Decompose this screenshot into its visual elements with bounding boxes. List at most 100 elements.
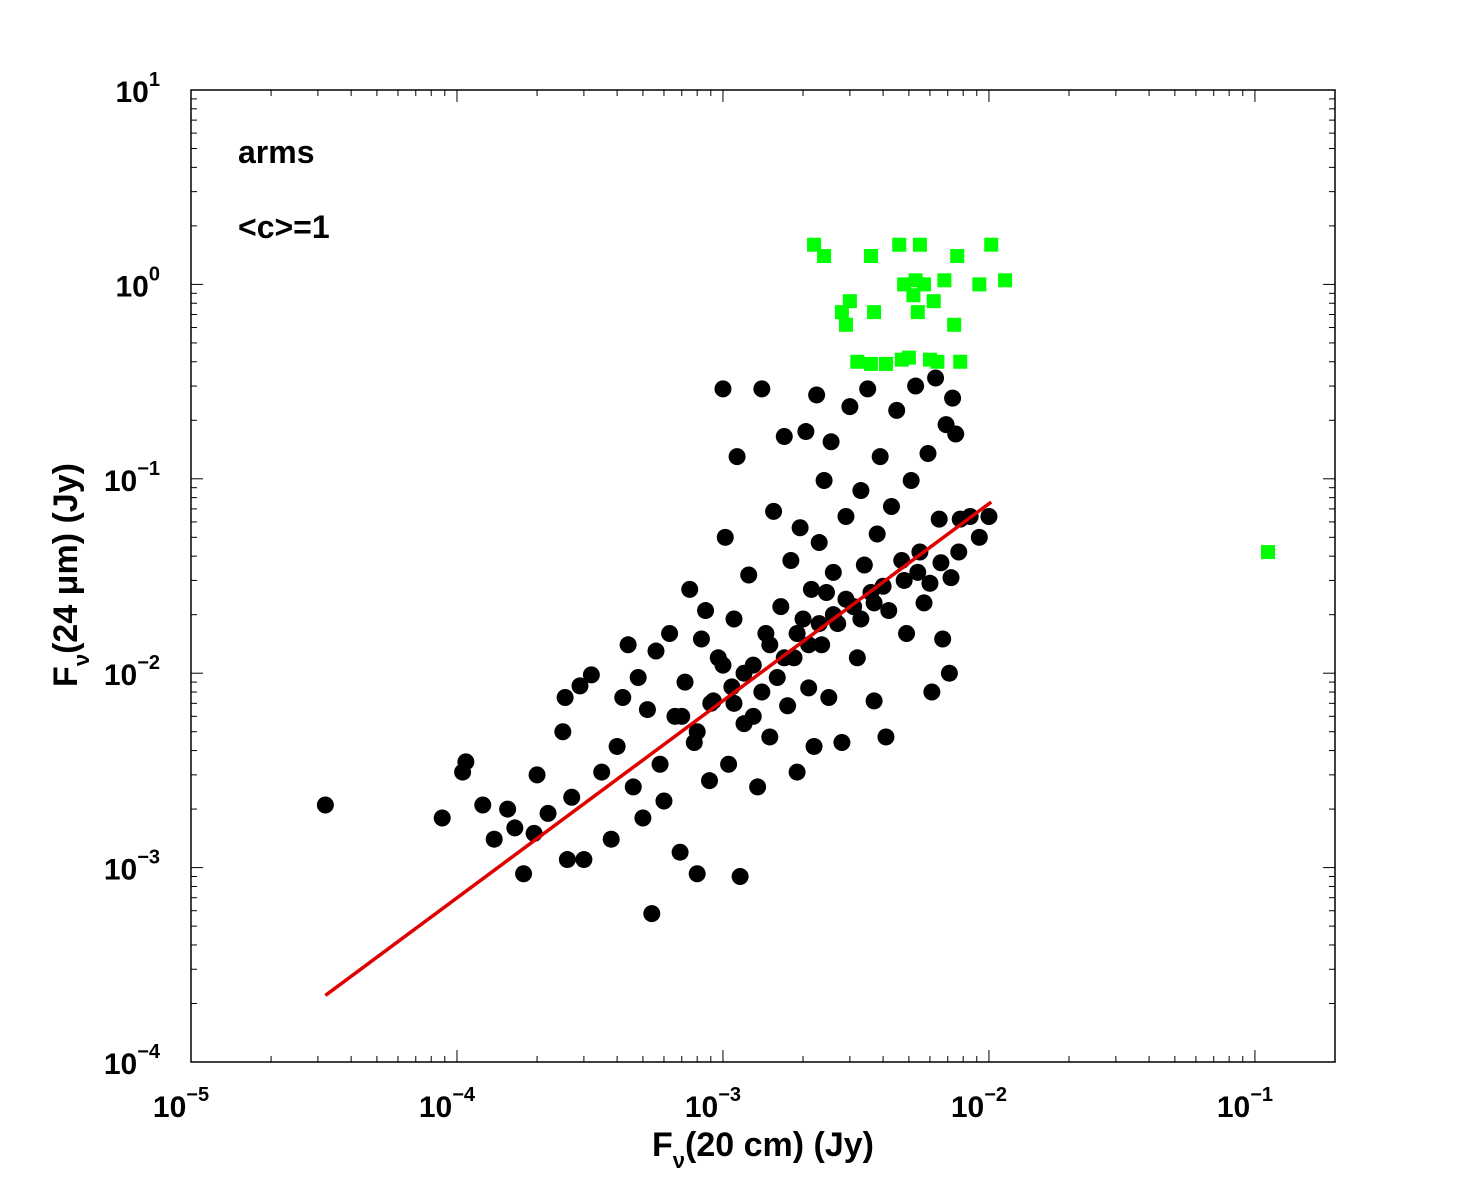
- data-point-circle: [837, 507, 855, 525]
- data-point-circle: [940, 664, 958, 682]
- data-point-circle: [593, 763, 611, 781]
- data-point-circle: [950, 543, 968, 561]
- data-point-square: [912, 237, 927, 252]
- data-point-circle: [907, 377, 925, 395]
- data-point-circle: [697, 602, 715, 620]
- plot-area-frame: [190, 89, 1336, 1063]
- data-point-square: [838, 317, 853, 332]
- data-point-circle: [720, 755, 738, 773]
- data-point-circle: [457, 753, 475, 771]
- data-point-circle: [848, 649, 866, 667]
- data-point-circle: [898, 625, 916, 643]
- data-point-circle: [779, 697, 797, 715]
- data-point-circle: [602, 830, 620, 848]
- x-tick-label: 10−5: [153, 1084, 209, 1124]
- data-point-circle: [629, 669, 647, 687]
- data-point-square: [850, 354, 865, 369]
- data-point-circle: [499, 800, 517, 818]
- data-point-circle: [859, 380, 877, 398]
- annotation-region: arms: [238, 134, 315, 170]
- data-point-circle: [768, 669, 786, 687]
- data-point-circle: [624, 778, 642, 796]
- data-point-circle: [880, 602, 898, 620]
- data-point-circle: [841, 398, 859, 416]
- data-point-circle: [692, 630, 710, 648]
- data-point-circle: [930, 510, 948, 528]
- data-point-circle: [782, 551, 800, 569]
- data-point-circle: [316, 796, 334, 814]
- y-tick-label: 101: [116, 69, 161, 109]
- data-point-circle: [575, 851, 593, 869]
- x-tick-label: 10−3: [685, 1084, 741, 1124]
- data-point-circle: [638, 701, 656, 719]
- data-point-circle: [655, 792, 673, 810]
- data-point-circle: [810, 534, 828, 552]
- data-point-circle: [772, 598, 790, 616]
- data-point-circle: [947, 425, 965, 443]
- data-point-circle: [805, 737, 823, 755]
- data-point-circle: [874, 577, 892, 595]
- data-point-circle: [791, 519, 809, 537]
- data-point-square: [926, 294, 941, 309]
- data-point-square: [910, 305, 925, 320]
- data-point-circle: [749, 778, 767, 796]
- data-point-square: [867, 305, 882, 320]
- data-point-square: [947, 317, 962, 332]
- data-point-circle: [735, 664, 753, 682]
- data-point-square: [972, 277, 987, 292]
- data-point-circle: [731, 867, 749, 885]
- y-tick-label: 10−4: [104, 1041, 161, 1081]
- annotation-c-value: <c>=1: [238, 209, 330, 245]
- data-point-circle: [728, 448, 746, 466]
- data-point-circle: [855, 556, 873, 574]
- data-point-square: [863, 248, 878, 263]
- data-point-square: [863, 356, 878, 371]
- data-point-circle: [932, 554, 950, 572]
- data-point-circle: [761, 728, 779, 746]
- data-point-circle: [753, 380, 771, 398]
- data-point-circle: [761, 636, 779, 654]
- data-point-circle: [701, 772, 719, 790]
- data-point-circle: [794, 610, 812, 628]
- data-point-square: [937, 273, 952, 288]
- data-point-circle: [824, 563, 842, 581]
- data-point-circle: [714, 656, 732, 674]
- data-point-square: [817, 248, 832, 263]
- data-point-circle: [515, 865, 533, 883]
- data-point-circle: [802, 580, 820, 598]
- data-point-circle: [852, 610, 870, 628]
- data-point-circle: [817, 584, 835, 602]
- data-point-circle: [902, 472, 920, 490]
- data-point-circle: [882, 498, 900, 516]
- data-point-circle: [815, 472, 833, 490]
- data-point-circle: [921, 574, 939, 592]
- data-point-circle: [788, 625, 806, 643]
- x-tick-labels: 10−5 10−4 10−3 10−2 10−1: [153, 1084, 1273, 1124]
- data-point-circle: [651, 755, 669, 773]
- green-square-series: [807, 237, 1276, 560]
- data-point-circle: [865, 692, 883, 710]
- data-point-square: [917, 277, 932, 292]
- data-point-circle: [740, 566, 758, 584]
- data-point-circle: [744, 707, 762, 725]
- data-point-circle: [820, 688, 838, 706]
- data-point-circle: [716, 528, 734, 546]
- data-point-circle: [944, 389, 962, 407]
- data-point-circle: [681, 580, 699, 598]
- x-tick-label: 10−2: [951, 1084, 1007, 1124]
- data-point-circle: [788, 763, 806, 781]
- data-point-circle: [765, 502, 783, 520]
- data-point-circle: [970, 528, 988, 546]
- data-point-circle: [582, 666, 600, 684]
- data-point-circle: [506, 819, 524, 837]
- data-point-square: [950, 248, 965, 263]
- data-point-square: [878, 356, 893, 371]
- data-point-circle: [688, 865, 706, 883]
- data-point-circle: [608, 737, 626, 755]
- data-point-circle: [671, 843, 689, 861]
- data-point-circle: [558, 851, 576, 869]
- data-point-circle: [888, 401, 906, 419]
- data-point-circle: [923, 683, 941, 701]
- data-point-circle: [915, 594, 933, 612]
- data-point-circle: [865, 594, 883, 612]
